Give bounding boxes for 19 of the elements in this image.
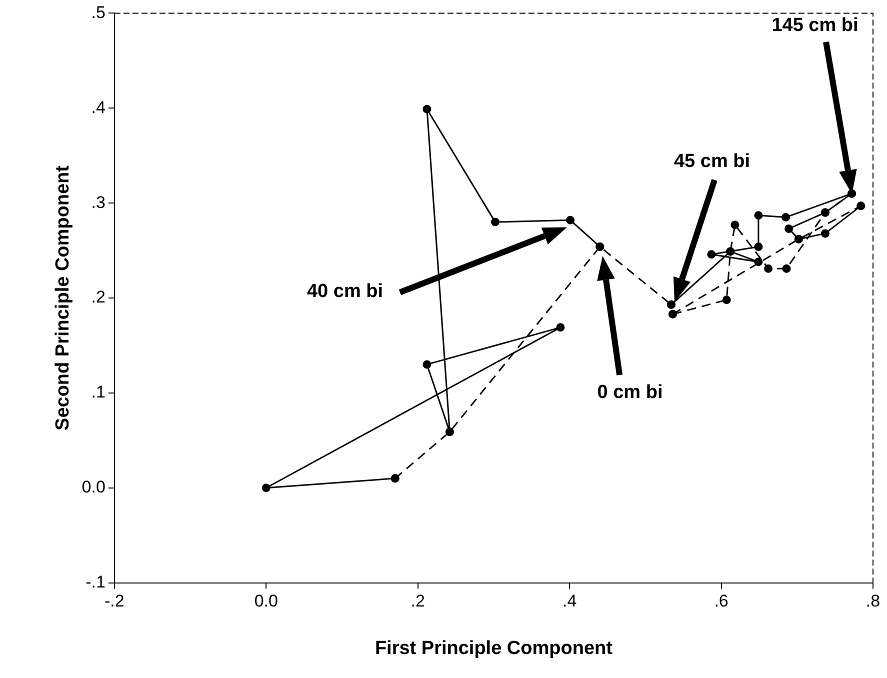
- annotation: 40 cm bi: [306, 281, 384, 303]
- annotation: 45 cm bi: [674, 151, 750, 173]
- x-tick-label: .4: [562, 592, 577, 611]
- x-tick-label: .8: [866, 592, 880, 611]
- y-tick-label: .1: [91, 382, 106, 402]
- annotation: 0 cm bi: [597, 382, 663, 404]
- x-tick-label: -.2: [104, 592, 124, 611]
- x-tick-label: .2: [410, 592, 425, 611]
- y-tick-label: .2: [91, 288, 106, 307]
- y-tick-label: .4: [91, 98, 106, 117]
- annotation: 145 cm bi: [772, 15, 858, 37]
- x-tick-label: 0.0: [254, 592, 278, 611]
- x-tick-label: .6: [714, 592, 728, 611]
- y-tick-label: .5: [91, 2, 106, 22]
- y-axis-title: Second Principle Component: [52, 164, 74, 430]
- y-tick-label: 0.0: [82, 478, 106, 497]
- y-tick-label: .3: [91, 192, 106, 212]
- y-tick-label: -.1: [86, 572, 106, 592]
- x-axis-title: First Principle Component: [374, 638, 614, 659]
